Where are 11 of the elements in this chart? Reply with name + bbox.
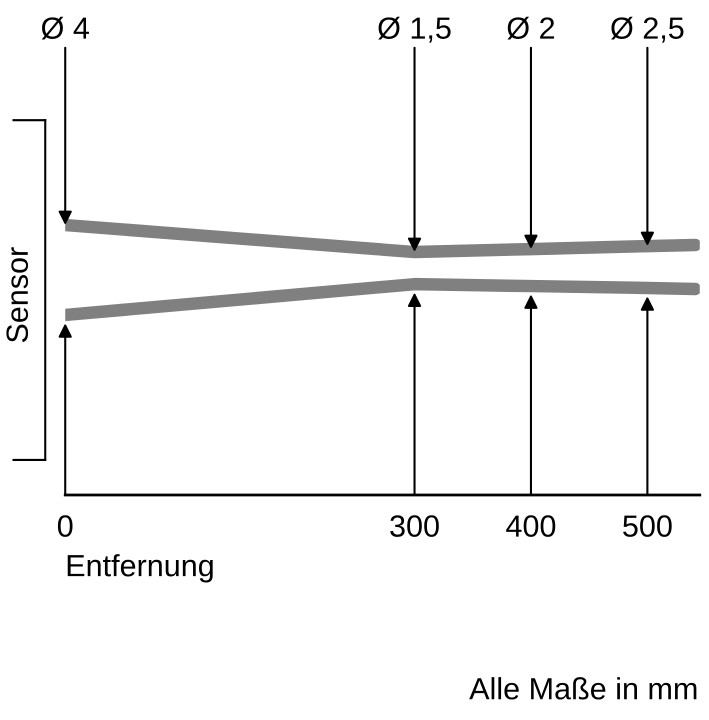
annotation: Ø 2 <box>507 16 554 40</box>
annotation: Ø 4 <box>42 16 89 40</box>
annotation: Ø 1,5 <box>378 16 451 43</box>
x-tick-label: 0 <box>58 515 73 537</box>
annotation: Ø 2,5 <box>611 16 684 43</box>
text: Alle Maße in mm <box>469 677 696 700</box>
x-tick-label: 500 <box>623 515 672 537</box>
y-axis-title: Sensor <box>6 247 28 342</box>
x-tick-label: 300 <box>390 515 439 537</box>
x-tick-label: 400 <box>506 515 556 537</box>
x-axis-title: Entfernung <box>68 554 213 583</box>
